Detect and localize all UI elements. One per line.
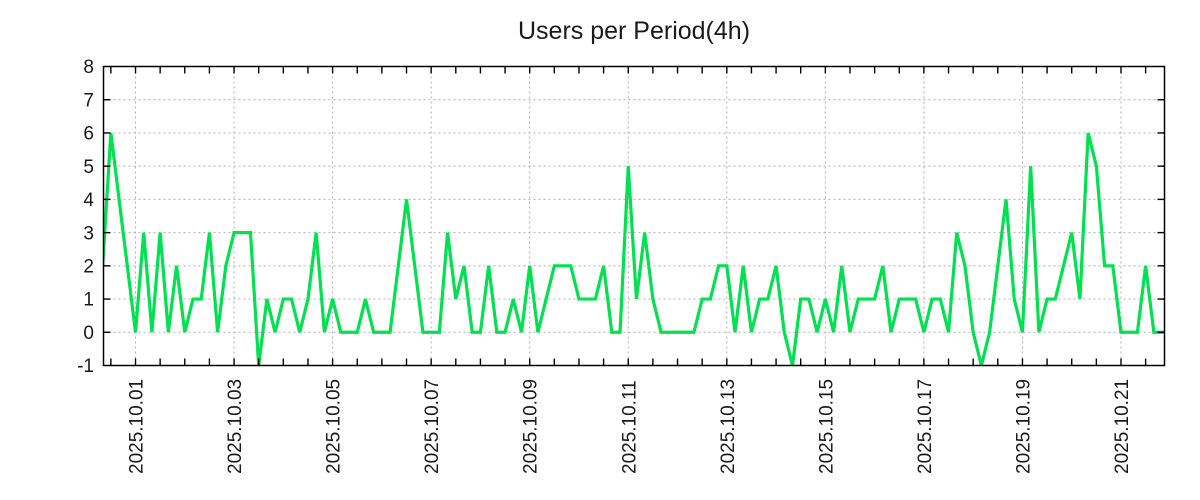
y-tick-label: 2 [83,256,94,277]
x-tick-label: 2025.10.11 [619,380,640,474]
x-tick-label: 2025.10.13 [718,379,739,474]
y-tick-label: 6 [83,124,94,145]
y-tick-label: 8 [83,57,94,78]
x-tick-label: 2025.10.05 [324,379,345,474]
x-tick-label: 2025.10.15 [816,379,837,474]
x-axis-labels: 2025.10.01 2025.10.03 2025.10.05 2025.10.07… [127,379,1134,474]
y-tick-label: 0 [83,323,94,344]
series-line [103,132,1165,366]
y-tick-label: 4 [83,190,94,211]
y-tick-label: 3 [83,223,94,244]
y-tick-label: 5 [83,157,94,178]
y-tick-label: -1 [77,356,94,377]
x-tick-label: 2025.10.01 [127,379,148,474]
x-tick-label: 2025.10.03 [225,379,246,474]
y-tick-label: 1 [83,290,94,311]
axis-ticks [103,66,1165,366]
x-tick-label: 2025.10.21 [1112,379,1133,474]
y-tick-label: 7 [83,90,94,111]
x-tick-label: 2025.10.07 [422,379,443,474]
x-tick-label: 2025.10.19 [1013,379,1034,474]
series-layer [103,132,1165,366]
y-axis-labels: -1 0 1 2 3 4 5 6 7 8 [77,57,94,377]
x-tick-label: 2025.10.17 [915,379,936,474]
x-tick-label: 2025.10.09 [521,379,542,474]
grid-lines [103,66,1165,366]
chart-title: Users per Period(4h) [518,17,750,45]
plot-border [102,65,1166,367]
